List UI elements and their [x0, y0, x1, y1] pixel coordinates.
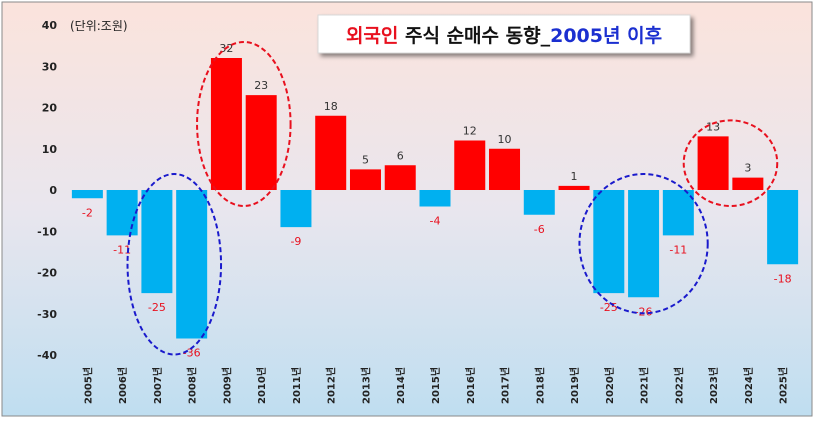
- highlight-circle: [196, 41, 292, 207]
- data-label: -2: [82, 206, 93, 219]
- data-label: -11: [113, 243, 131, 256]
- bar: [71, 190, 103, 199]
- data-label: 1: [571, 170, 578, 183]
- data-label: 13: [706, 120, 720, 133]
- bar: [767, 190, 799, 265]
- title-part-period: 2005년 이후: [550, 25, 662, 47]
- x-tick-label: 2012년: [325, 367, 338, 404]
- highlight-circle: [126, 173, 223, 356]
- bar: [349, 169, 381, 190]
- bar: [662, 190, 694, 236]
- data-label: 3: [744, 162, 751, 175]
- bar: [558, 185, 590, 190]
- data-label: 18: [324, 100, 338, 113]
- x-tick-label: 2020년: [603, 367, 616, 404]
- title-part-main: 주식 순매수 동향_: [398, 25, 550, 47]
- x-tick-label: 2018년: [533, 367, 546, 404]
- bar: [245, 95, 277, 190]
- data-label: -25: [600, 301, 618, 314]
- bar: [315, 115, 347, 190]
- highlight-circle: [682, 119, 779, 207]
- data-label: -18: [774, 272, 792, 285]
- bar: [106, 190, 138, 236]
- y-axis: 40 30 20 10 0 -10 -20 -30 -40: [37, 19, 57, 362]
- unit-label: (단위:조원): [70, 19, 128, 33]
- title-box: 외국인 주식 순매수 동향_2005년 이후: [317, 14, 691, 54]
- bar: [210, 58, 242, 190]
- data-label: 6: [397, 149, 404, 162]
- bar: [523, 190, 555, 215]
- y-tick-label: -20: [37, 267, 57, 280]
- data-label: 23: [254, 79, 268, 92]
- data-label: -36: [183, 347, 201, 360]
- x-tick-label: 2023년: [707, 367, 720, 404]
- y-tick-label: -40: [37, 349, 57, 362]
- x-tick-label: 2021년: [638, 367, 651, 404]
- data-label: 10: [498, 133, 512, 146]
- x-tick-label: 2007년: [151, 367, 164, 404]
- x-tick-label: 2024년: [742, 367, 755, 404]
- x-tick-label: 2013년: [359, 367, 372, 404]
- x-tick-label: 2016년: [464, 367, 477, 404]
- x-tick-label: 2006년: [116, 367, 129, 404]
- highlight-circle: [578, 173, 709, 315]
- data-label: -25: [148, 301, 166, 314]
- data-label: -11: [669, 243, 687, 256]
- y-tick-label: 0: [49, 184, 57, 197]
- x-tick-label: 2008년: [186, 367, 199, 404]
- bar: [454, 140, 486, 190]
- x-axis: 2005년 2006년 2007년 2008년 2009년 2010년 2011년 2012년…: [81, 367, 789, 404]
- x-tick-label: 2009년: [220, 367, 233, 404]
- x-tick-label: 2025년: [777, 367, 790, 404]
- x-tick-label: 2014년: [394, 367, 407, 404]
- bar: [628, 190, 660, 298]
- title-box-background: [317, 14, 691, 54]
- data-label: -9: [290, 235, 301, 248]
- highlight-circles: [126, 41, 779, 356]
- x-tick-label: 2022년: [672, 367, 685, 404]
- x-tick-label: 2017년: [499, 367, 512, 404]
- bar: [732, 177, 764, 190]
- bar: [593, 190, 625, 294]
- chart-title: 외국인 주식 순매수 동향_2005년 이후: [346, 25, 662, 47]
- bar: [697, 136, 729, 190]
- bar: [384, 165, 416, 190]
- x-tick-label: 2011년: [290, 367, 303, 404]
- y-tick-label: 30: [42, 60, 58, 73]
- bars-group: [71, 58, 799, 339]
- data-label: 12: [463, 125, 477, 138]
- y-tick-label: 20: [42, 102, 58, 115]
- bar: [489, 148, 521, 190]
- bar: [176, 190, 208, 339]
- y-tick-label: -30: [37, 308, 57, 321]
- x-tick-label: 2019년: [568, 367, 581, 404]
- bar: [280, 190, 312, 228]
- x-tick-label: 2015년: [429, 367, 442, 404]
- x-tick-label: 2010년: [255, 367, 268, 404]
- bar: [141, 190, 173, 294]
- data-label: 5: [362, 153, 369, 166]
- y-tick-label: 40: [42, 19, 58, 32]
- data-label: -6: [534, 223, 545, 236]
- y-tick-label: -10: [37, 225, 57, 238]
- title-part-foreigner: 외국인: [346, 25, 398, 47]
- y-tick-label: 10: [42, 143, 58, 156]
- data-label: -4: [430, 215, 441, 228]
- data-label: -26: [635, 305, 653, 318]
- bar: [419, 190, 451, 207]
- x-tick-label: 2005년: [81, 367, 94, 404]
